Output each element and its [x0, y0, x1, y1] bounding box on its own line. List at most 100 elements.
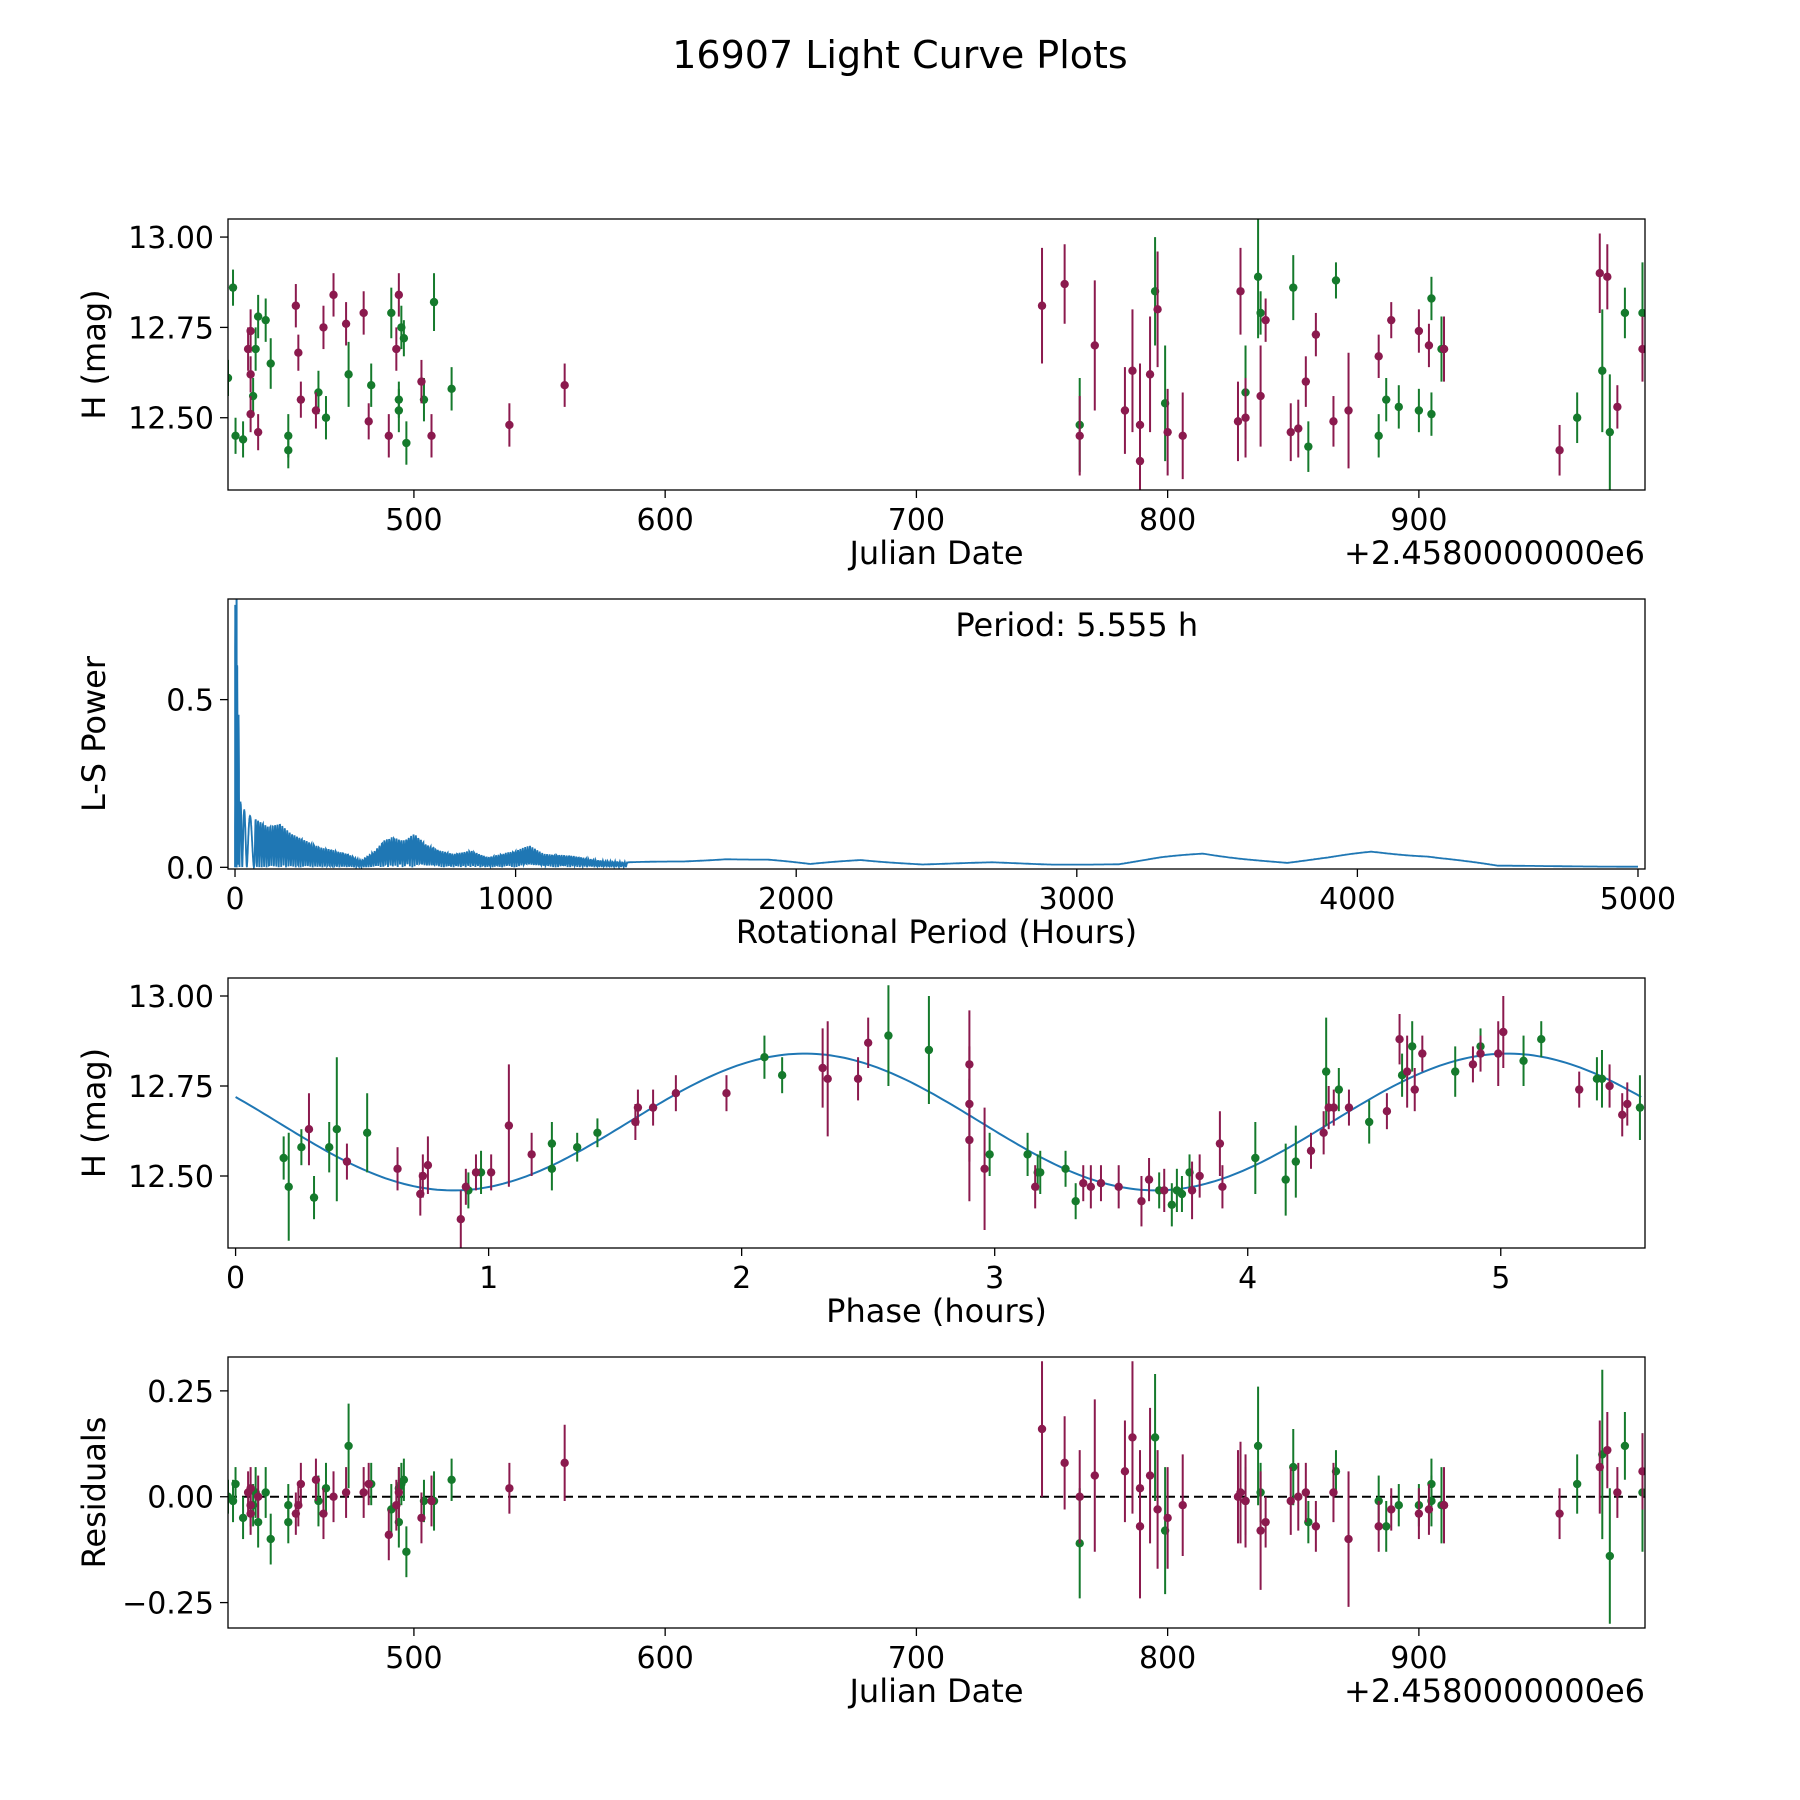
green-data-point	[1427, 294, 1436, 303]
maroon-data-point	[392, 344, 401, 354]
maroon-data-point	[1613, 1488, 1622, 1497]
green-data-point	[1071, 1197, 1080, 1206]
maroon-data-point	[863, 1038, 873, 1048]
figure-title: 16907 Light Curve Plots	[672, 33, 1127, 77]
maroon-data-point	[471, 1168, 481, 1177]
maroon-data-point	[1128, 366, 1137, 375]
x-tick-label: 800	[1139, 1641, 1196, 1676]
maroon-data-point	[1374, 1522, 1383, 1531]
green-data-point	[261, 315, 270, 325]
maroon-data-point	[1144, 1175, 1154, 1184]
green-data-point	[279, 1153, 288, 1163]
y-tick-label: 12.50	[128, 1160, 214, 1195]
phased-light-curve-plot-area	[235, 985, 1645, 1248]
maroon-data-point	[1135, 456, 1145, 466]
green-data-point	[1374, 431, 1383, 440]
green-data-point	[1519, 1056, 1528, 1066]
green-data-point	[1597, 1074, 1607, 1084]
x-tick-label: 500	[385, 503, 442, 538]
maroon-data-point	[1329, 1103, 1338, 1112]
maroon-data-point	[246, 1484, 255, 1493]
maroon-data-point	[1075, 1492, 1084, 1501]
y-tick-label: 12.75	[128, 311, 214, 346]
maroon-data-point	[1613, 402, 1622, 412]
maroon-data-point	[527, 1150, 536, 1159]
maroon-data-point	[1605, 1081, 1614, 1091]
green-data-point	[1321, 1067, 1331, 1076]
green-data-point	[261, 1488, 270, 1497]
maroon-data-point	[1344, 1534, 1353, 1544]
period-annotation: Period: 5.555 h	[955, 606, 1198, 644]
x-tick-label: 900	[1390, 503, 1447, 538]
maroon-data-point	[853, 1074, 863, 1084]
green-data-point	[1256, 308, 1265, 318]
maroon-data-point	[1187, 1186, 1197, 1195]
maroon-data-point	[1329, 1488, 1338, 1497]
axes-frame	[227, 218, 1646, 491]
x-axis-label: Phase (hours)	[826, 1292, 1047, 1330]
green-data-point	[1394, 402, 1403, 412]
maroon-data-point	[1163, 427, 1172, 437]
green-data-point	[884, 1031, 893, 1040]
maroon-data-point	[1286, 1496, 1295, 1506]
green-data-point	[1364, 1117, 1374, 1127]
x-tick-label: 700	[888, 1641, 945, 1676]
maroon-data-point	[1145, 370, 1155, 379]
green-data-point	[1036, 1168, 1045, 1177]
maroon-data-point	[384, 431, 393, 440]
y-tick-label: 0.0	[166, 851, 214, 886]
maroon-data-point	[417, 1513, 426, 1523]
maroon-data-point	[1153, 305, 1162, 314]
x-tick-label: 0	[226, 1261, 245, 1296]
maroon-data-point	[359, 308, 368, 318]
maroon-data-point	[1236, 287, 1245, 296]
maroon-data-point	[1418, 1049, 1427, 1058]
maroon-data-point	[418, 1171, 428, 1181]
maroon-data-point	[1294, 1492, 1303, 1501]
y-tick-label: 13.00	[128, 980, 214, 1015]
green-data-point	[572, 1143, 582, 1152]
maroon-data-point	[319, 1509, 328, 1518]
green-data-point	[1620, 1441, 1630, 1451]
x-axis-label: Julian Date	[847, 534, 1023, 572]
x-tick-label: 3000	[1039, 882, 1115, 917]
maroon-data-point	[319, 323, 328, 332]
maroon-data-point	[1137, 1197, 1146, 1206]
maroon-data-point	[1163, 1513, 1172, 1523]
phased-light-curve-panel: 0 1 2 3 4 5 12.50 12.75 13.00 Phase (hours) H (mag…	[75, 977, 1646, 1330]
maroon-data-point	[246, 409, 255, 419]
maroon-data-point	[505, 420, 514, 430]
maroon-data-point	[1256, 1526, 1265, 1535]
maroon-data-point	[294, 348, 303, 357]
green-data-point	[1537, 1035, 1546, 1044]
maroon-data-point	[1301, 1488, 1311, 1497]
maroon-data-point	[1638, 344, 1645, 354]
maroon-data-point	[1286, 427, 1295, 437]
maroon-data-point	[1301, 377, 1311, 386]
maroon-data-point	[1096, 1179, 1106, 1188]
y-tick-label: 12.50	[128, 402, 214, 437]
green-data-point	[1605, 1551, 1615, 1561]
maroon-data-point	[1178, 1501, 1187, 1510]
green-data-point	[1023, 1150, 1032, 1159]
maroon-data-point	[1306, 1146, 1316, 1156]
x-tick-label: 500	[385, 1641, 442, 1676]
x-offset-label: +2.4580000000e6	[1344, 1672, 1645, 1710]
green-data-point	[367, 381, 376, 390]
maroon-data-point	[461, 1182, 471, 1192]
maroon-data-point	[1468, 1060, 1478, 1069]
green-data-point	[1451, 1067, 1460, 1076]
maroon-data-point	[633, 1103, 643, 1112]
y-tick-label: 12.75	[128, 1070, 214, 1105]
green-data-point	[1150, 1433, 1160, 1442]
maroon-data-point	[1241, 413, 1250, 422]
maroon-data-point	[1120, 1467, 1130, 1476]
axes-frame	[227, 977, 1646, 1249]
maroon-data-point	[394, 290, 404, 300]
green-data-point	[1281, 1175, 1290, 1184]
green-data-point	[402, 1547, 411, 1556]
green-data-point	[362, 1128, 372, 1138]
maroon-data-point	[1618, 1110, 1627, 1120]
green-data-point	[399, 334, 409, 343]
maroon-data-point	[1215, 1139, 1225, 1148]
